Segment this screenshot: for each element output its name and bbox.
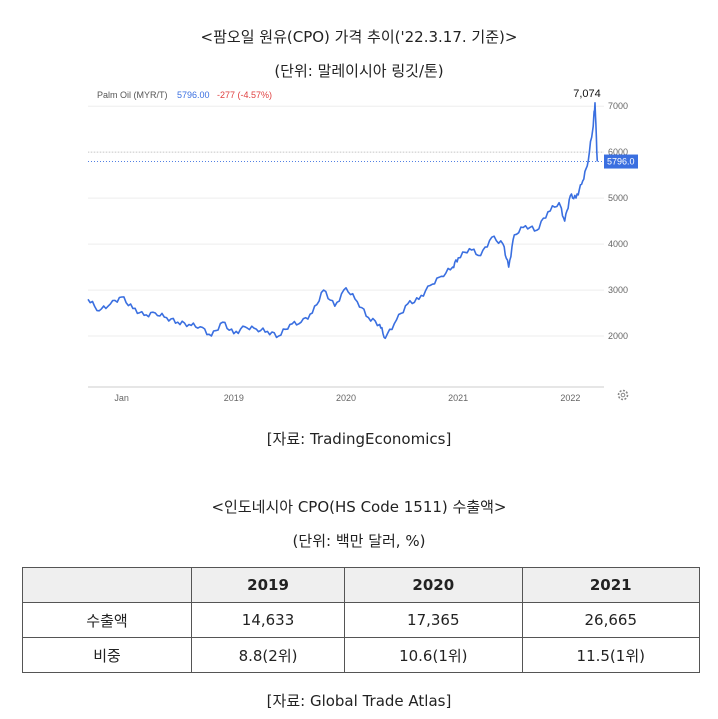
y-tick-label: 4000 bbox=[608, 239, 628, 249]
table-header-cell: 2020 bbox=[344, 567, 523, 603]
svg-text:5796.0: 5796.0 bbox=[607, 157, 635, 167]
y-tick-label: 7000 bbox=[608, 101, 628, 111]
x-tick-label: 2020 bbox=[336, 393, 356, 403]
row-label: 비중 bbox=[22, 637, 192, 673]
table-header-cell: 2021 bbox=[521, 567, 701, 603]
table-source: [자료: Global Trade Atlas] bbox=[266, 692, 452, 710]
table-header-cell: 2019 bbox=[190, 567, 346, 603]
table-row: 수출액 14,633 17,365 26,665 bbox=[22, 602, 701, 638]
table-cell: 14,633 bbox=[190, 602, 346, 638]
palm-oil-price-line bbox=[87, 102, 599, 340]
table-cell: 8.8(2위) bbox=[190, 637, 346, 673]
gear-icon[interactable] bbox=[617, 389, 629, 401]
table-header-row: 2019 2020 2021 bbox=[22, 567, 701, 603]
table-header-cell bbox=[22, 567, 192, 603]
y-tick-label: 2000 bbox=[608, 331, 628, 341]
ticker-label: Palm Oil (MYR/T) bbox=[97, 90, 168, 100]
y-tick-label: 3000 bbox=[608, 285, 628, 295]
y-tick-label: 5000 bbox=[608, 193, 628, 203]
x-tick-label: 2022 bbox=[560, 393, 580, 403]
x-tick-label: 2021 bbox=[448, 393, 468, 403]
table-row: 비중 8.8(2위) 10.6(1위) 11.5(1위) bbox=[22, 637, 701, 673]
table-cell: 11.5(1위) bbox=[521, 637, 701, 673]
table-cell: 10.6(1위) bbox=[344, 637, 523, 673]
last-value-badge: 5796.0 bbox=[604, 154, 638, 169]
chart-source: [자료: TradingEconomics] bbox=[266, 430, 452, 448]
row-label: 수출액 bbox=[22, 602, 192, 638]
last-value-label: 5796.00 bbox=[177, 90, 210, 100]
x-tick-label: Jan bbox=[114, 393, 129, 403]
peak-label: 7,074 bbox=[573, 88, 601, 100]
chart-unit: (단위: 말레이시아 링깃/톤) bbox=[274, 62, 444, 80]
price-chart: Jan 2019 2020 2021 2022 2000 3000 4000 5000 6000… bbox=[87, 88, 638, 403]
table-cell: 26,665 bbox=[521, 602, 701, 638]
export-table: 2019 2020 2021 수출액 14,633 17,365 26,665 … bbox=[22, 567, 701, 673]
table-unit: (단위: 백만 달러, %) bbox=[292, 532, 426, 550]
change-label: -277 (-4.57%) bbox=[217, 90, 272, 100]
table-title: <인도네시아 CPO(HS Code 1511) 수출액> bbox=[211, 498, 507, 516]
table-cell: 17,365 bbox=[344, 602, 523, 638]
y-tick-label: 6000 bbox=[608, 147, 628, 157]
x-tick-label: 2019 bbox=[224, 393, 244, 403]
chart-title: <팜오일 원유(CPO) 가격 추이('22.3.17. 기준)> bbox=[200, 28, 518, 46]
